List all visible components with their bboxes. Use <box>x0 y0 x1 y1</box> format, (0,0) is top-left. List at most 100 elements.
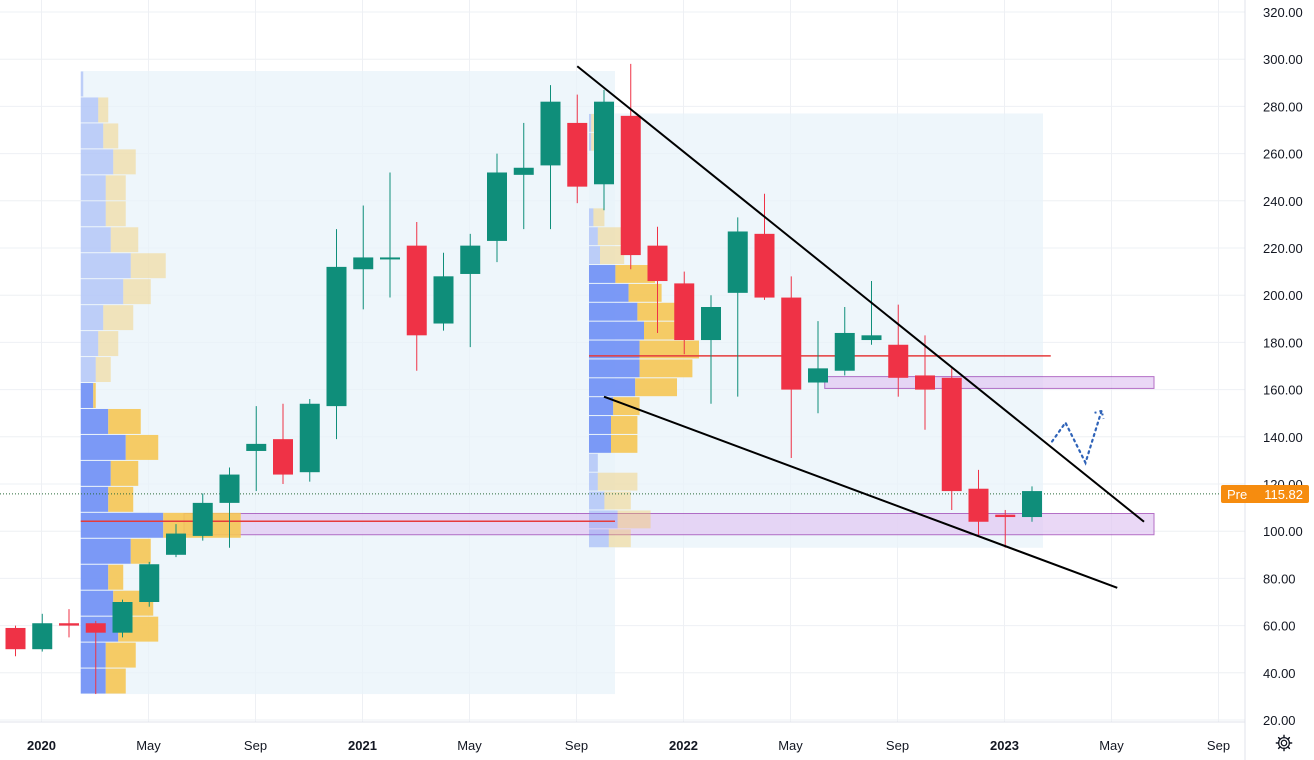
volume-profile-bar-up <box>80 305 104 331</box>
volume-profile-bar-down <box>98 97 109 123</box>
y-tick-label: 20.00 <box>1263 713 1296 728</box>
x-tick-label: 2022 <box>669 738 698 753</box>
price-zone <box>824 376 1155 389</box>
candle-body <box>299 403 320 473</box>
candles <box>5 63 1042 695</box>
volume-profile-bar-up <box>80 408 109 434</box>
volume-profile-bar-down <box>113 149 136 175</box>
candle-body <box>353 257 374 270</box>
candle-body <box>192 502 213 536</box>
volume-profile-bar-up <box>589 113 592 132</box>
y-tick-label: 200.00 <box>1263 288 1303 303</box>
volume-profile-bar-up <box>589 283 629 302</box>
volume-profile-bar-down <box>130 538 151 564</box>
volume-profile-bar-up <box>80 668 106 694</box>
volume-profile-bar-down <box>617 510 651 529</box>
volume-profile-bar-up <box>80 434 126 460</box>
volume-profile-bar-up <box>589 246 600 265</box>
volume-profile-bar-up <box>80 201 106 227</box>
candle-body <box>246 443 267 451</box>
price-tag-value: 115.82 <box>1264 486 1303 502</box>
volume-profile-bar-up <box>589 321 644 340</box>
volume-profile-bar-up <box>589 378 636 397</box>
y-tick-label: 60.00 <box>1263 619 1296 634</box>
candle-body <box>273 439 293 475</box>
trendline <box>576 65 1145 523</box>
volume-profile-bar-up <box>80 590 114 616</box>
candle-body <box>112 602 133 633</box>
candle-body <box>861 335 882 341</box>
current-price-tag: Pre 115.82 <box>1221 485 1309 503</box>
volume-profile-bar-down <box>593 208 605 227</box>
volume-profile-bar-down <box>108 486 134 512</box>
x-tick-label: Sep <box>565 738 588 753</box>
y-tick-label: 240.00 <box>1263 194 1303 209</box>
candle-body <box>594 101 614 185</box>
volume-profile-bar-down <box>600 246 625 265</box>
volume-profile-bar-down <box>597 227 622 246</box>
volume-profile-bar-up <box>80 175 106 201</box>
y-tick-label: 220.00 <box>1263 241 1303 256</box>
volume-profile-bar-up <box>80 357 96 383</box>
volume-profile-bar-up <box>80 512 164 538</box>
y-axis: 20.0040.0060.0080.00100.00120.00140.0016… <box>1263 5 1303 728</box>
candle-body <box>433 276 454 324</box>
volume-profile-bar-down <box>611 434 638 453</box>
volume-profile <box>589 113 699 548</box>
candle-body <box>5 627 26 650</box>
volume-profile-bar-up <box>589 265 616 283</box>
volume-profile-bar-up <box>80 123 104 149</box>
volume-profile-bar-up <box>80 331 99 357</box>
price-tag-label: Pre <box>1227 486 1248 502</box>
projection-path <box>1050 409 1103 466</box>
y-tick-label: 320.00 <box>1263 5 1303 20</box>
volume-profile-bar-up <box>589 510 618 529</box>
candle-body <box>808 368 828 383</box>
volume-profile-bar-down <box>93 383 96 408</box>
x-tick-label: May <box>136 738 161 753</box>
volume-profile-bar-up <box>589 529 609 548</box>
y-tick-label: 100.00 <box>1263 524 1303 539</box>
candle-body <box>59 623 79 626</box>
volume-profile-bar-up <box>589 340 640 359</box>
volume-profile-bar-up <box>80 486 109 512</box>
volume-profile-bar-up <box>80 149 114 175</box>
volume-profile-bar-down <box>105 668 126 694</box>
volume-profile-bar-down <box>103 305 134 331</box>
volume-profile-bar-up <box>80 642 106 668</box>
volume-profile-bar-up <box>589 302 638 321</box>
candle-body <box>406 245 427 336</box>
x-tick-label: 2023 <box>990 738 1019 753</box>
volume-profile-bar-down <box>95 357 111 383</box>
volume-profile-bar-down <box>110 227 139 253</box>
volume-profile-bar-up <box>589 227 598 246</box>
y-tick-label: 280.00 <box>1263 99 1303 114</box>
candle-body <box>834 332 855 371</box>
candle-body <box>647 245 668 282</box>
candle-body <box>915 375 935 390</box>
volume-profile-bar-up <box>589 359 640 378</box>
candle-body <box>32 623 53 650</box>
volume-profile-bar-up <box>589 491 605 510</box>
candle-body <box>326 266 347 407</box>
x-tick-label: Sep <box>886 738 909 753</box>
volume-profile-bar-down <box>98 331 119 357</box>
candle-body <box>1022 491 1042 518</box>
y-tick-label: 140.00 <box>1263 430 1303 445</box>
y-tick-label: 80.00 <box>1263 571 1296 586</box>
gear-icon[interactable] <box>1275 734 1293 752</box>
candle-body <box>487 172 507 241</box>
candle-body <box>995 514 1016 518</box>
volume-profile-bar-down <box>105 642 136 668</box>
x-tick-label: Sep <box>244 738 267 753</box>
volume-profile-bar-down <box>110 460 139 486</box>
volume-profile-bar-up <box>80 538 131 564</box>
x-tick-label: 2020 <box>27 738 56 753</box>
volume-profile-bar-down <box>639 359 693 378</box>
candle-body <box>139 564 160 602</box>
volume-profile-range <box>80 71 615 695</box>
volume-profile-bar-down <box>628 283 662 302</box>
volume-profile-bar-down <box>125 434 159 460</box>
